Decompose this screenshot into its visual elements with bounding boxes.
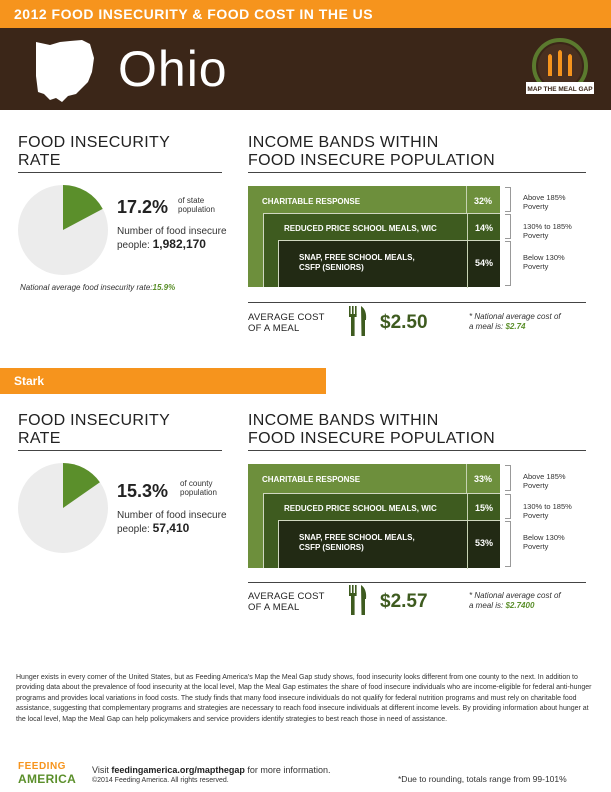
- county-fi-rate: 15.3%: [117, 481, 169, 501]
- county-national-meal-cost: * National average cost of a meal is: $2…: [469, 591, 561, 610]
- visit-link[interactable]: feedingamerica.org/mapthegap: [111, 765, 245, 775]
- divider: [18, 172, 222, 173]
- divider: [248, 450, 586, 451]
- state-fi-title: FOOD INSECURITY RATE: [18, 134, 171, 169]
- rounding-note: *Due to rounding, totals range from 99-1…: [398, 774, 567, 784]
- band-snap-free-meals: SNAP, FREE SCHOOL MEALS, CSFP (SENIORS) …: [278, 240, 500, 288]
- county-fi-rate-note: of county population: [180, 479, 217, 497]
- band-note-130-185: 130% to 185% Poverty: [523, 502, 572, 520]
- state-banner: Ohio MAP THE MEAL GAP: [0, 28, 611, 110]
- logo-text: MAP THE MEAL GAP: [527, 86, 593, 93]
- bracket: [505, 214, 511, 239]
- visit-text: Visit feedingamerica.org/mapthegap for m…: [92, 765, 331, 775]
- map-the-meal-gap-logo: MAP THE MEAL GAP: [526, 38, 594, 94]
- band-note-above-185: Above 185% Poverty: [523, 472, 566, 490]
- fork-knife-icon: [349, 306, 367, 336]
- state-avg-meal-cost-label: AVERAGE COST OF A MEAL: [248, 312, 325, 334]
- county-name: Stark: [14, 374, 45, 388]
- divider: [18, 450, 222, 451]
- bracket: [505, 187, 511, 212]
- county-fi-count-value: 57,410: [152, 521, 190, 535]
- bracket: [505, 494, 511, 519]
- pie-food-insecure-slice: [63, 185, 103, 230]
- state-fi-rate-note: of state population: [178, 196, 215, 214]
- pie-food-insecure-slice: [63, 463, 100, 508]
- bracket: [505, 465, 511, 491]
- bracket: [505, 241, 511, 286]
- county-fi-count: Number of food insecure people: 57,410: [117, 510, 227, 535]
- county-fi-pie-chart: [18, 463, 108, 553]
- state-name: Ohio: [118, 41, 228, 97]
- band-snap-free-meals: SNAP, FREE SCHOOL MEALS, CSFP (SENIORS) …: [278, 520, 500, 569]
- county-avg-meal-cost-label: AVERAGE COST OF A MEAL: [248, 591, 325, 613]
- county-avg-meal-cost: $2.57: [380, 591, 428, 612]
- band-note-130-185: 130% to 185% Poverty: [523, 222, 572, 240]
- national-average-fi-rate: National average food insecurity rate:15…: [20, 283, 176, 292]
- state-fi-pie-chart: [18, 185, 108, 275]
- ohio-state-shape-icon: [36, 40, 94, 102]
- bracket: [505, 521, 511, 567]
- band-note-above-185: Above 185% Poverty: [523, 193, 566, 211]
- report-title: 2012 FOOD INSECURITY & FOOD COST IN THE …: [14, 6, 374, 22]
- copyright: ©2014 Feeding America. All rights reserv…: [92, 777, 229, 784]
- fork-knife-icon: [349, 585, 367, 615]
- divider: [248, 582, 586, 583]
- state-fi-rate: 17.2%: [117, 197, 169, 217]
- state-avg-meal-cost: $2.50: [380, 312, 428, 333]
- state-income-bands-title: INCOME BANDS WITHIN FOOD INSECURE POPULA…: [248, 134, 495, 169]
- county-bar: Stark: [0, 368, 326, 394]
- state-fi-count-value: 1,982,170: [152, 237, 206, 251]
- state-national-meal-cost: * National average cost of a meal is: $2…: [469, 312, 561, 331]
- divider: [248, 172, 586, 173]
- band-note-below-130: Below 130% Poverty: [523, 533, 565, 551]
- divider: [248, 302, 586, 303]
- top-title-bar: 2012 FOOD INSECURITY & FOOD COST IN THE …: [0, 0, 611, 28]
- band-note-below-130: Below 130% Poverty: [523, 253, 565, 271]
- state-fi-count: Number of food insecure people: 1,982,17…: [117, 226, 227, 251]
- county-income-bands-title: INCOME BANDS WITHIN FOOD INSECURE POPULA…: [248, 412, 495, 447]
- feeding-america-logo-top: FEEDING: [18, 761, 66, 772]
- feeding-america-logo-bottom: AMERICA: [18, 772, 77, 786]
- footer-paragraph: Hunger exists in every corner of the Uni…: [16, 674, 592, 723]
- county-fi-title: FOOD INSECURITY RATE: [18, 412, 171, 447]
